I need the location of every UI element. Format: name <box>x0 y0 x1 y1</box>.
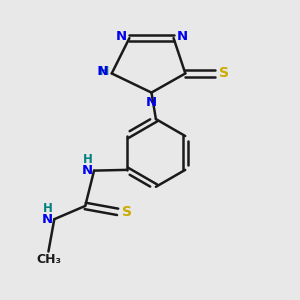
Text: N: N <box>115 30 126 43</box>
Text: S: S <box>122 205 132 219</box>
Text: N: N <box>146 95 157 109</box>
Text: N: N <box>42 213 53 226</box>
Text: H: H <box>83 153 93 166</box>
Text: H: H <box>43 202 53 215</box>
Text: N: N <box>88 65 109 79</box>
Text: N: N <box>82 164 93 177</box>
Text: CH₃: CH₃ <box>36 253 61 266</box>
Text: H: H <box>98 65 109 79</box>
Text: N: N <box>176 30 188 43</box>
Text: S: S <box>219 66 229 80</box>
